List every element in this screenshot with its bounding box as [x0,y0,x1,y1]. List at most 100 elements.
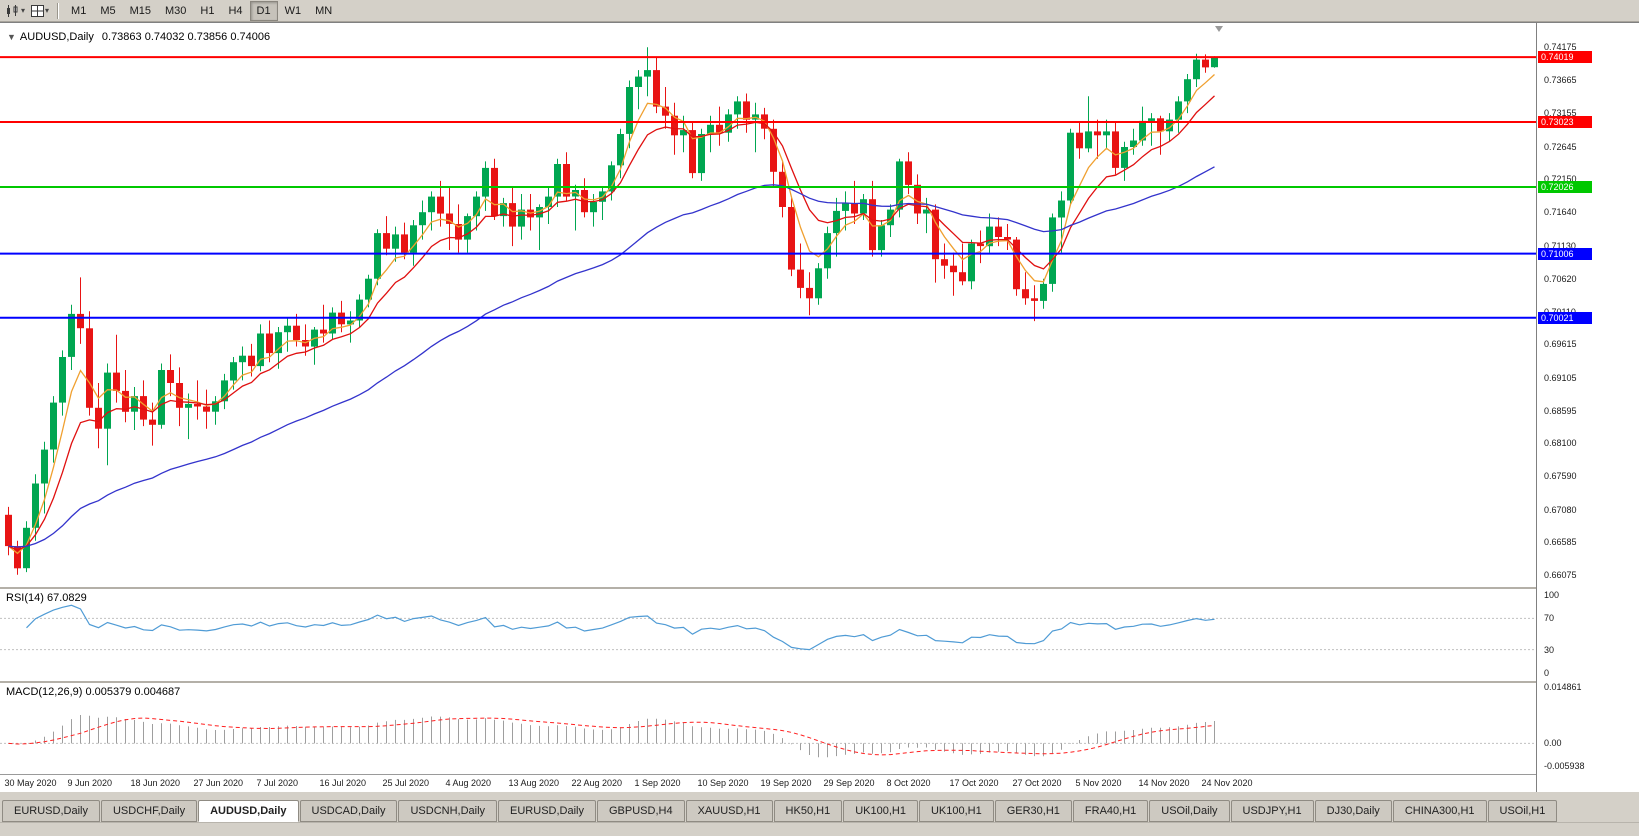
date-axis-label: 30 May 2020 [4,778,57,788]
macd-axis-label: 0.014861 [1544,682,1582,692]
date-axis-label: 25 Jul 2020 [382,778,430,788]
timeframe-button-m5[interactable]: M5 [100,4,116,17]
candle-body [248,355,255,367]
price-axis[interactable]: 0.74175 0.73665 0.73155 0.72645 0.72150 0.716… [1536,23,1639,792]
candle-body [689,130,696,174]
price-axis-label: 0.73665 [1544,75,1577,86]
chart-tab-eurusd-daily[interactable]: EURUSD,Daily [498,800,596,822]
date-axis-label: 27 Oct 2020 [1012,778,1062,788]
candle-body [914,184,921,214]
status-bar [0,822,1639,836]
timeframe-button-m15[interactable]: M15 [129,4,151,17]
chart-tab-usdcnh-daily[interactable]: USDCNH,Daily [398,800,498,822]
period-toolbar: ▾ ▾ M1 M5 M15 M30 H1 H4 D1 W1 MN [0,0,1639,22]
candle-body [464,216,471,240]
dropdown-caret-icon: ▾ [21,6,26,15]
price-level-tag: 0.71006 [1538,247,1592,260]
chart-tab-gbpusd-h4[interactable]: GBPUSD,H4 [597,800,685,822]
candle-body [896,161,903,210]
candle-body [941,259,948,266]
timeframe-button-m1[interactable]: M1 [71,4,87,17]
layout-grid-icon[interactable]: ▾ [28,2,52,20]
price-level-tag: 0.73023 [1538,116,1592,128]
candle-body [239,355,246,363]
chart-tab-fra40-h1[interactable]: FRA40,H1 [1072,800,1149,822]
chart-title: AUDUSD,Daily [19,31,94,43]
candle-body [1157,118,1164,132]
chart-tab-ger30-h1[interactable]: GER30,H1 [994,800,1072,822]
candle-body [14,546,21,569]
candle-body [653,70,660,107]
timeframe-button-h1[interactable]: H1 [200,4,215,17]
chart-tab-xauusd-h1[interactable]: XAUUSD,H1 [685,800,773,822]
chart-tab-hk50-h1[interactable]: HK50,H1 [773,800,843,822]
timeframe-button-m30[interactable]: M30 [165,4,187,17]
candle-body [743,101,750,120]
chart-tab-eurusd-daily[interactable]: EURUSD,Daily [2,800,100,822]
main-price-pane[interactable] [0,23,1536,587]
slow-ma-line[interactable] [8,166,1215,548]
candle-body [1130,140,1137,147]
chart-tab-dj30-daily[interactable]: DJ30,Daily [1314,800,1392,822]
chart-window-icon[interactable]: ▾ [3,2,28,20]
candle-body [1166,119,1173,132]
date-axis-label: 8 Oct 2020 [886,778,931,788]
timeframe-button-w1[interactable]: W1 [284,4,302,17]
medium-ma-line[interactable] [8,95,1215,551]
candle-body [491,167,498,217]
candle-body [932,209,939,260]
candle-body [392,234,399,249]
chart-tabs-bar: EURUSD,Daily USDCHF,Daily AUDUSD,Daily USDC… [0,796,1639,822]
date-axis-label: 29 Sep 2020 [823,778,875,788]
candle-body [860,199,867,214]
chart-tab-usdjpy-h1[interactable]: USDJPY,H1 [1230,800,1314,822]
candle-body [104,372,111,429]
timeframe-button-d1[interactable]: D1 [249,0,278,21]
candle-body [707,124,714,134]
candle-body [635,76,642,87]
candle-body [41,449,48,484]
candle-body [212,401,219,412]
chart-tab-usdcad-daily[interactable]: USDCAD,Daily [299,800,398,822]
chart-tab-usdchf-daily[interactable]: USDCHF,Daily [100,800,198,822]
chart-ohlc-values: 0.73863 0.74032 0.73856 0.74006 [101,31,271,43]
rsi-axis-label: 30 [1544,644,1555,655]
chart-tab-usoil-h1[interactable]: USOil,H1 [1487,800,1558,822]
pane-separator[interactable] [0,587,1639,589]
timeframe-button-mn[interactable]: MN [315,4,333,17]
dropdown-caret-icon: ▾ [45,6,50,15]
time-axis[interactable]: 30 May 2020 9 Jun 2020 18 Jun 2020 27 Jun 2… [0,774,1536,792]
candle-body [518,209,525,227]
candle-body [959,272,966,282]
candle-body [50,402,57,450]
candle-body [131,396,138,412]
candle-body [905,161,912,185]
chart-tab-uk100-h1[interactable]: UK100,H1 [843,800,918,822]
candle-body [1148,118,1155,121]
chart-tab-china300-h1[interactable]: CHINA300,H1 [1392,800,1487,822]
candle-body [203,406,210,412]
collapse-arrow-icon[interactable]: ▼ [7,32,16,42]
pane-separator[interactable] [0,681,1639,683]
candle-body [5,514,12,547]
chart-tab-uk100-h1[interactable]: UK100,H1 [918,800,994,822]
candle-body [950,265,957,273]
rsi-axis-label: 0 [1544,668,1550,678]
candle-body [1193,59,1200,80]
chart-tab-audusd-daily[interactable]: AUDUSD,Daily [198,800,299,822]
candle-body [842,203,849,211]
macd-pane[interactable] [0,683,1536,774]
chart-tab-usoil-daily[interactable]: USOil,Daily [1149,800,1230,822]
candle-body [284,325,291,333]
candle-body [779,171,786,207]
rsi-pane[interactable] [0,589,1536,681]
candle-body [806,287,813,299]
fast-ma-line[interactable] [8,74,1215,555]
price-axis-label: 0.67080 [1544,504,1577,515]
chart-shift-marker-icon [1215,26,1223,32]
chart-area: 30 May 2020 9 Jun 2020 18 Jun 2020 27 Jun 2… [0,22,1639,792]
candle-body [1076,132,1083,149]
price-axis-label: 0.74175 [1544,41,1577,52]
timeframe-button-h4[interactable]: H4 [228,4,243,17]
